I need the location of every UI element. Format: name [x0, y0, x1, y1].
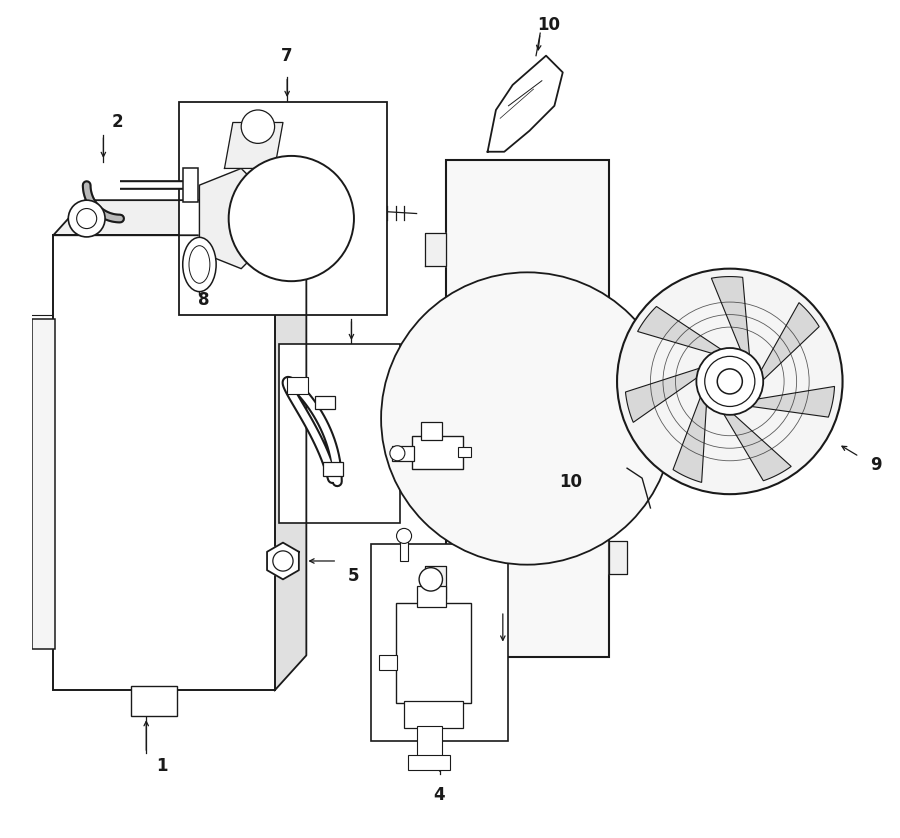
Circle shape [276, 204, 306, 234]
Bar [287, 377, 308, 394]
Text: 5: 5 [348, 567, 360, 585]
Text: 9: 9 [870, 456, 882, 474]
Circle shape [239, 167, 343, 271]
Bar [446, 160, 608, 657]
Circle shape [390, 446, 405, 461]
Bar [421, 422, 442, 440]
Polygon shape [224, 122, 283, 168]
Polygon shape [626, 368, 701, 422]
Text: 3: 3 [346, 289, 357, 307]
Circle shape [697, 348, 763, 415]
Polygon shape [425, 566, 446, 599]
Bar [371, 545, 508, 741]
Text: 2: 2 [112, 113, 123, 132]
Bar [412, 436, 463, 469]
Bar [315, 396, 335, 409]
Polygon shape [425, 233, 446, 266]
Bar [183, 168, 198, 202]
Bar [409, 755, 450, 770]
Polygon shape [750, 386, 834, 417]
Polygon shape [673, 396, 707, 483]
Bar [32, 318, 55, 649]
Circle shape [419, 567, 443, 591]
Polygon shape [200, 168, 258, 269]
Text: 8: 8 [198, 291, 210, 308]
Circle shape [262, 189, 320, 248]
Circle shape [397, 529, 411, 544]
Bar [53, 235, 274, 691]
Polygon shape [711, 277, 750, 357]
Circle shape [717, 369, 742, 394]
Circle shape [705, 356, 755, 406]
Text: 1: 1 [156, 757, 167, 774]
Polygon shape [425, 392, 446, 425]
Bar [379, 654, 398, 670]
Bar [400, 538, 409, 561]
Bar [323, 463, 343, 476]
Bar [130, 686, 176, 716]
Bar [396, 603, 471, 703]
Polygon shape [723, 412, 791, 481]
Text: 7: 7 [282, 47, 292, 65]
Polygon shape [608, 541, 627, 574]
Text: 6: 6 [503, 443, 514, 462]
Circle shape [229, 156, 354, 282]
Circle shape [273, 551, 293, 571]
Polygon shape [274, 200, 306, 691]
Circle shape [381, 272, 673, 565]
Polygon shape [637, 307, 723, 354]
Bar [404, 701, 463, 728]
Ellipse shape [183, 237, 216, 292]
Bar [392, 446, 414, 461]
Text: 10: 10 [560, 473, 582, 490]
Circle shape [68, 200, 105, 237]
Bar [417, 586, 446, 607]
Circle shape [241, 110, 274, 143]
Text: 10: 10 [537, 16, 560, 34]
Polygon shape [53, 200, 306, 235]
Bar [178, 101, 387, 314]
Polygon shape [760, 303, 819, 381]
Circle shape [617, 269, 842, 494]
Polygon shape [608, 367, 627, 401]
Bar [458, 447, 471, 457]
Bar [279, 344, 400, 524]
Polygon shape [267, 543, 299, 579]
Circle shape [251, 178, 331, 259]
Polygon shape [488, 55, 562, 152]
Bar [417, 726, 442, 758]
Text: 4: 4 [434, 786, 446, 804]
